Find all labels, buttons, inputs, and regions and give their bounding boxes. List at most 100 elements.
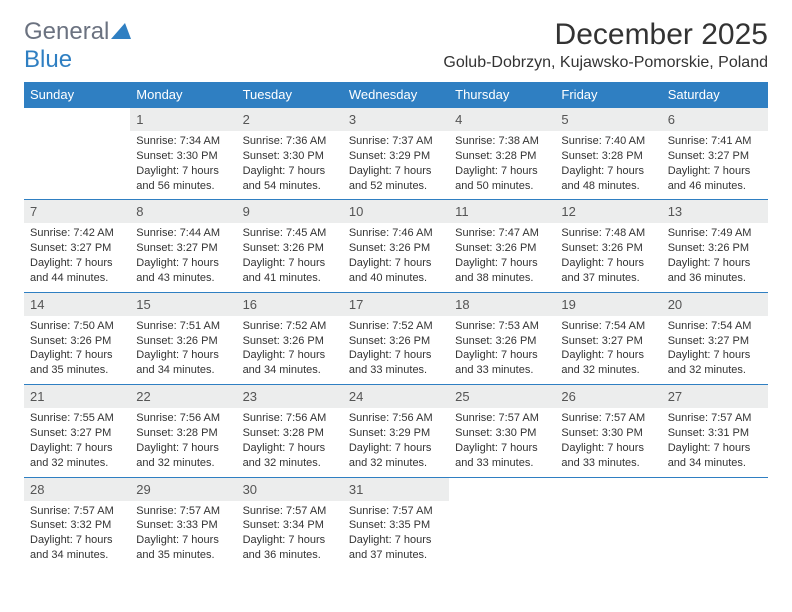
daylight-text: Daylight: 7 hours and 48 minutes. bbox=[561, 164, 655, 194]
day-content-cell: Sunrise: 7:50 AMSunset: 3:26 PMDaylight:… bbox=[24, 316, 130, 385]
daylight-text: Daylight: 7 hours and 34 minutes. bbox=[243, 348, 337, 378]
sunset-text: Sunset: 3:26 PM bbox=[30, 334, 124, 349]
sunset-text: Sunset: 3:30 PM bbox=[561, 426, 655, 441]
day-number: 31 bbox=[349, 482, 363, 497]
weekday-header: Thursday bbox=[449, 82, 555, 108]
sunset-text: Sunset: 3:32 PM bbox=[30, 518, 124, 533]
day-number-cell bbox=[662, 477, 768, 501]
day-number-cell: 15 bbox=[130, 292, 236, 316]
day-number-cell: 1 bbox=[130, 108, 236, 132]
sunrise-text: Sunrise: 7:41 AM bbox=[668, 134, 762, 149]
day-content-cell: Sunrise: 7:51 AMSunset: 3:26 PMDaylight:… bbox=[130, 316, 236, 385]
day-number-cell: 23 bbox=[237, 385, 343, 409]
day-number: 7 bbox=[30, 204, 37, 219]
sunset-text: Sunset: 3:26 PM bbox=[668, 241, 762, 256]
daylight-text: Daylight: 7 hours and 34 minutes. bbox=[136, 348, 230, 378]
day-number: 25 bbox=[455, 389, 469, 404]
day-content-cell: Sunrise: 7:57 AMSunset: 3:35 PMDaylight:… bbox=[343, 501, 449, 569]
day-number: 13 bbox=[668, 204, 682, 219]
day-number-cell: 13 bbox=[662, 200, 768, 224]
sunset-text: Sunset: 3:26 PM bbox=[455, 241, 549, 256]
daylight-text: Daylight: 7 hours and 54 minutes. bbox=[243, 164, 337, 194]
sunrise-text: Sunrise: 7:37 AM bbox=[349, 134, 443, 149]
day-number: 3 bbox=[349, 112, 356, 127]
day-content-cell: Sunrise: 7:46 AMSunset: 3:26 PMDaylight:… bbox=[343, 223, 449, 292]
day-content-cell bbox=[449, 501, 555, 569]
day-number-cell: 8 bbox=[130, 200, 236, 224]
day-number-row: 14151617181920 bbox=[24, 292, 768, 316]
sunset-text: Sunset: 3:30 PM bbox=[243, 149, 337, 164]
weekday-header: Monday bbox=[130, 82, 236, 108]
sunrise-text: Sunrise: 7:57 AM bbox=[561, 411, 655, 426]
day-number-cell: 2 bbox=[237, 108, 343, 132]
daylight-text: Daylight: 7 hours and 46 minutes. bbox=[668, 164, 762, 194]
daylight-text: Daylight: 7 hours and 33 minutes. bbox=[561, 441, 655, 471]
daylight-text: Daylight: 7 hours and 32 minutes. bbox=[30, 441, 124, 471]
day-content-cell: Sunrise: 7:57 AMSunset: 3:30 PMDaylight:… bbox=[449, 408, 555, 477]
day-content-cell: Sunrise: 7:57 AMSunset: 3:31 PMDaylight:… bbox=[662, 408, 768, 477]
day-number-cell: 9 bbox=[237, 200, 343, 224]
day-content-cell: Sunrise: 7:57 AMSunset: 3:33 PMDaylight:… bbox=[130, 501, 236, 569]
sunrise-text: Sunrise: 7:55 AM bbox=[30, 411, 124, 426]
day-content-row: Sunrise: 7:42 AMSunset: 3:27 PMDaylight:… bbox=[24, 223, 768, 292]
day-content-cell: Sunrise: 7:49 AMSunset: 3:26 PMDaylight:… bbox=[662, 223, 768, 292]
day-number-cell: 31 bbox=[343, 477, 449, 501]
sunset-text: Sunset: 3:27 PM bbox=[668, 149, 762, 164]
day-content-cell: Sunrise: 7:54 AMSunset: 3:27 PMDaylight:… bbox=[662, 316, 768, 385]
day-number-cell: 10 bbox=[343, 200, 449, 224]
day-content-row: Sunrise: 7:34 AMSunset: 3:30 PMDaylight:… bbox=[24, 131, 768, 200]
day-number: 9 bbox=[243, 204, 250, 219]
day-number: 21 bbox=[30, 389, 44, 404]
sunrise-text: Sunrise: 7:48 AM bbox=[561, 226, 655, 241]
daylight-text: Daylight: 7 hours and 35 minutes. bbox=[30, 348, 124, 378]
daylight-text: Daylight: 7 hours and 32 minutes. bbox=[349, 441, 443, 471]
day-number-cell: 21 bbox=[24, 385, 130, 409]
day-content-cell: Sunrise: 7:54 AMSunset: 3:27 PMDaylight:… bbox=[555, 316, 661, 385]
sunrise-text: Sunrise: 7:57 AM bbox=[243, 504, 337, 519]
day-number: 27 bbox=[668, 389, 682, 404]
sunset-text: Sunset: 3:28 PM bbox=[455, 149, 549, 164]
day-number-cell: 14 bbox=[24, 292, 130, 316]
day-number: 26 bbox=[561, 389, 575, 404]
sunset-text: Sunset: 3:26 PM bbox=[349, 241, 443, 256]
sunrise-text: Sunrise: 7:34 AM bbox=[136, 134, 230, 149]
day-number-row: 28293031 bbox=[24, 477, 768, 501]
day-number-cell: 4 bbox=[449, 108, 555, 132]
day-number: 23 bbox=[243, 389, 257, 404]
sunrise-text: Sunrise: 7:51 AM bbox=[136, 319, 230, 334]
day-number: 2 bbox=[243, 112, 250, 127]
day-number-cell: 25 bbox=[449, 385, 555, 409]
daylight-text: Daylight: 7 hours and 37 minutes. bbox=[349, 533, 443, 563]
sunrise-text: Sunrise: 7:42 AM bbox=[30, 226, 124, 241]
day-number-row: 21222324252627 bbox=[24, 385, 768, 409]
sunset-text: Sunset: 3:33 PM bbox=[136, 518, 230, 533]
brand-logo: General Blue bbox=[24, 18, 131, 74]
triangle-icon bbox=[111, 26, 131, 43]
day-number: 14 bbox=[30, 297, 44, 312]
daylight-text: Daylight: 7 hours and 32 minutes. bbox=[561, 348, 655, 378]
sunset-text: Sunset: 3:35 PM bbox=[349, 518, 443, 533]
month-title: December 2025 bbox=[443, 18, 768, 52]
day-number-cell: 30 bbox=[237, 477, 343, 501]
day-number: 15 bbox=[136, 297, 150, 312]
day-content-cell: Sunrise: 7:57 AMSunset: 3:34 PMDaylight:… bbox=[237, 501, 343, 569]
sunrise-text: Sunrise: 7:57 AM bbox=[349, 504, 443, 519]
day-number: 6 bbox=[668, 112, 675, 127]
day-number: 22 bbox=[136, 389, 150, 404]
sunrise-text: Sunrise: 7:57 AM bbox=[455, 411, 549, 426]
day-content-row: Sunrise: 7:50 AMSunset: 3:26 PMDaylight:… bbox=[24, 316, 768, 385]
day-number-cell bbox=[449, 477, 555, 501]
day-content-cell: Sunrise: 7:41 AMSunset: 3:27 PMDaylight:… bbox=[662, 131, 768, 200]
day-number: 17 bbox=[349, 297, 363, 312]
day-number-cell: 26 bbox=[555, 385, 661, 409]
day-number: 12 bbox=[561, 204, 575, 219]
title-block: December 2025 Golub-Dobrzyn, Kujawsko-Po… bbox=[443, 18, 768, 72]
sunrise-text: Sunrise: 7:56 AM bbox=[243, 411, 337, 426]
sunset-text: Sunset: 3:26 PM bbox=[243, 241, 337, 256]
sunset-text: Sunset: 3:26 PM bbox=[561, 241, 655, 256]
daylight-text: Daylight: 7 hours and 32 minutes. bbox=[668, 348, 762, 378]
day-number-cell: 19 bbox=[555, 292, 661, 316]
sunrise-text: Sunrise: 7:52 AM bbox=[243, 319, 337, 334]
weekday-header: Sunday bbox=[24, 82, 130, 108]
sunset-text: Sunset: 3:27 PM bbox=[668, 334, 762, 349]
